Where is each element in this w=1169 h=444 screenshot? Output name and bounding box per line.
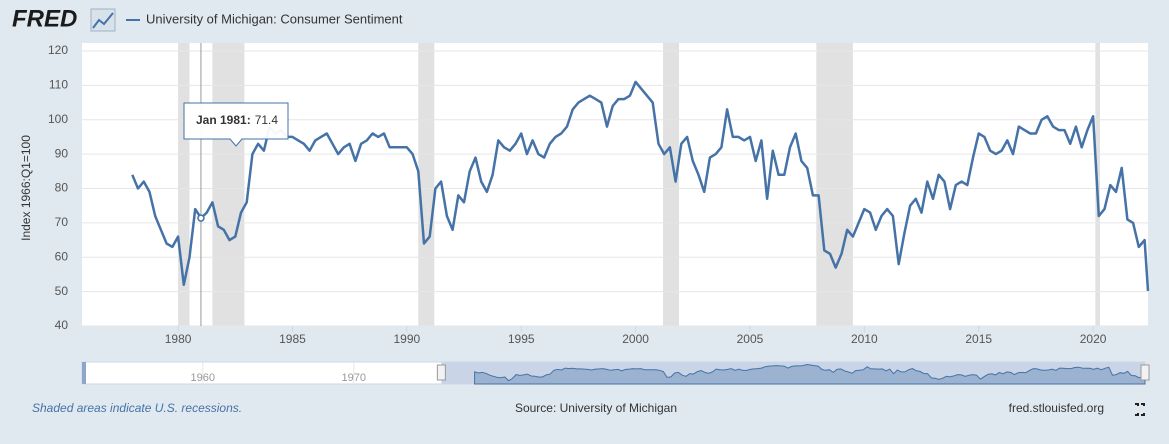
y-tick-label: 100 (48, 112, 68, 126)
x-tick-label: 2010 (851, 332, 878, 346)
y-tick-label: 90 (55, 146, 69, 160)
navigator-handle[interactable] (436, 364, 446, 381)
logo-icon-line (92, 12, 114, 29)
navigator-area (474, 363, 1146, 385)
logo[interactable]: FRED (12, 5, 77, 32)
hover-point (197, 214, 205, 222)
recession-band (816, 43, 853, 326)
footer-site[interactable]: fred.stlouisfed.org (1009, 401, 1104, 415)
plot-area (82, 43, 1148, 326)
y-axis-label: Index 1966:Q1=100 (19, 135, 33, 241)
y-tick-label: 120 (48, 43, 68, 57)
series-line (131, 80, 1150, 291)
navigator-tick-label: 1970 (342, 372, 366, 384)
recession-band (212, 43, 245, 326)
y-tick-label: 60 (55, 249, 69, 263)
fullscreen-icon[interactable] (1135, 403, 1145, 416)
navigator-tick-label: 1960 (191, 372, 215, 384)
x-tick-label: 1985 (279, 332, 306, 346)
x-tick-label: 2015 (965, 332, 992, 346)
x-tick-label: 1980 (165, 332, 192, 346)
navigator-selection (441, 362, 1146, 384)
legend-label[interactable]: University of Michigan: Consumer Sentime… (146, 11, 403, 26)
tooltip-date: Jan 1981: (196, 113, 251, 127)
recession-band (178, 43, 190, 326)
y-tick-label: 40 (55, 318, 69, 332)
tooltip: Jan 1981: 71.4 (183, 102, 289, 147)
x-tick-label: 2005 (737, 332, 764, 346)
tooltip-box (183, 102, 289, 147)
y-tick-label: 110 (49, 78, 68, 92)
recession-band (663, 43, 680, 326)
logo-icon (90, 8, 116, 32)
x-tick-label: 2000 (622, 332, 649, 346)
recession-band (418, 43, 435, 326)
tooltip-value: 71.4 (255, 113, 279, 127)
x-tick-label: 1990 (393, 332, 420, 346)
y-tick-label: 70 (55, 215, 69, 229)
tooltip-text: Jan 1981: 71.4 (196, 113, 278, 127)
x-tick-label: 1995 (508, 332, 535, 346)
footer-source: Source: University of Michigan (515, 401, 677, 415)
navigator-handle[interactable] (1140, 364, 1150, 381)
navigator[interactable]: 1960 1970 (81, 361, 1150, 385)
x-tick-label: 2020 (1080, 332, 1107, 346)
navigator-start (82, 362, 86, 384)
footer-note: Shaded areas indicate U.S. recessions. (32, 401, 242, 415)
y-tick-label: 80 (55, 181, 69, 195)
y-tick-label: 50 (55, 284, 69, 298)
